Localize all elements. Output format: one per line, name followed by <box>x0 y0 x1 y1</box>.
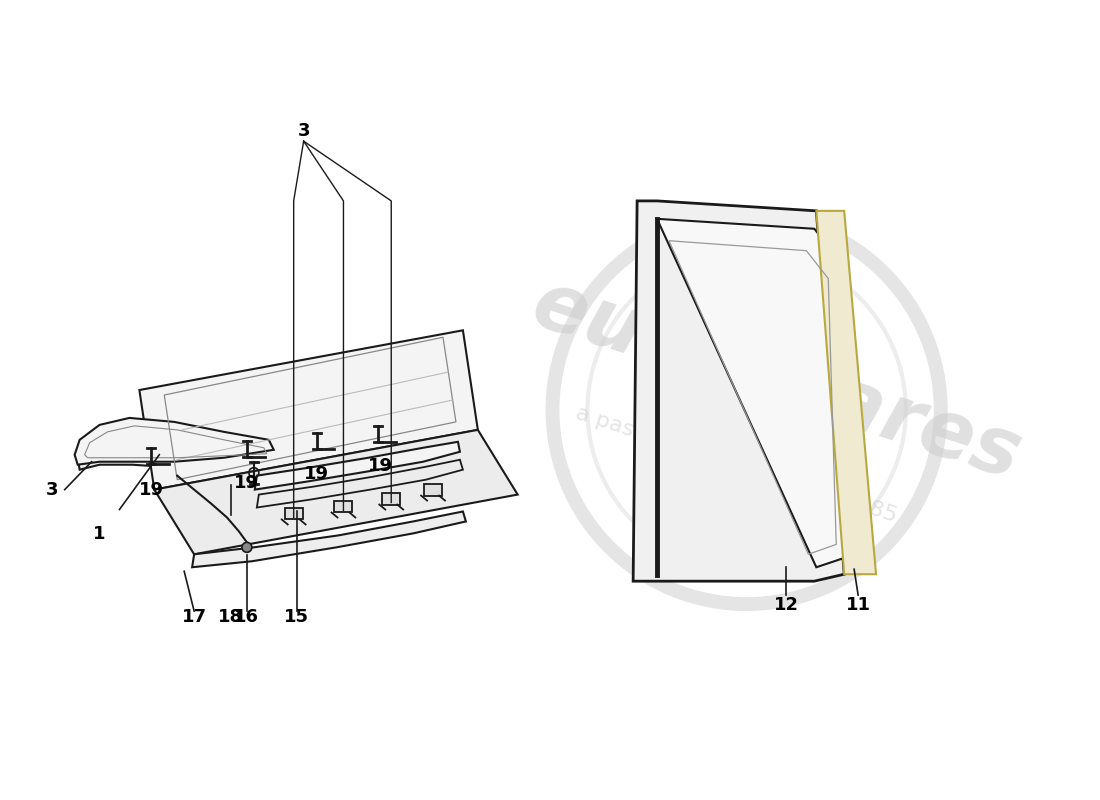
Polygon shape <box>634 201 844 581</box>
Text: 1: 1 <box>94 526 106 543</box>
Text: eurospares: eurospares <box>522 264 1031 496</box>
Text: a passion for parts since 1985: a passion for parts since 1985 <box>573 403 900 526</box>
Text: 17: 17 <box>182 608 207 626</box>
Text: 19: 19 <box>139 481 164 498</box>
Text: 3: 3 <box>297 122 310 140</box>
Text: 19: 19 <box>304 465 329 482</box>
Text: 19: 19 <box>367 457 393 474</box>
Polygon shape <box>285 507 303 519</box>
Circle shape <box>242 542 252 552</box>
Text: 3: 3 <box>45 481 58 498</box>
Polygon shape <box>154 430 518 554</box>
Polygon shape <box>78 445 278 476</box>
Text: 19: 19 <box>234 474 260 492</box>
Text: 12: 12 <box>774 596 799 614</box>
Polygon shape <box>334 501 352 513</box>
Text: 11: 11 <box>846 596 870 614</box>
Polygon shape <box>383 493 400 505</box>
Polygon shape <box>657 219 846 567</box>
Text: 18: 18 <box>219 608 243 626</box>
Polygon shape <box>192 511 466 567</box>
Text: 16: 16 <box>234 608 260 626</box>
Polygon shape <box>255 442 460 490</box>
Polygon shape <box>816 211 876 574</box>
Polygon shape <box>75 418 274 465</box>
Text: 15: 15 <box>284 608 309 626</box>
Polygon shape <box>425 484 442 495</box>
Polygon shape <box>140 330 477 490</box>
